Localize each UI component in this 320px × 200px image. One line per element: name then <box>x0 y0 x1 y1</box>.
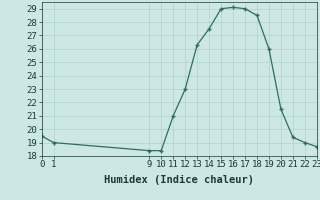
X-axis label: Humidex (Indice chaleur): Humidex (Indice chaleur) <box>104 175 254 185</box>
